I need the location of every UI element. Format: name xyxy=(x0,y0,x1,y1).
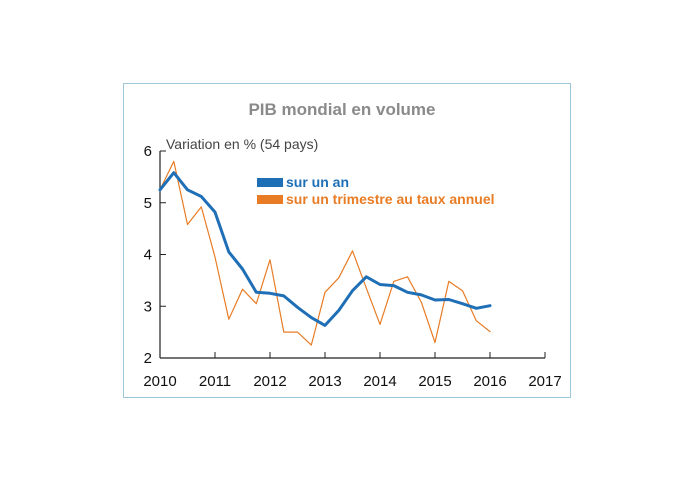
y-tick-label: 4 xyxy=(144,247,152,264)
y-tick-label: 3 xyxy=(144,298,152,315)
legend-swatch xyxy=(257,178,283,187)
x-tick-label: 2011 xyxy=(199,373,231,390)
y-axis-label: Variation en % (54 pays) xyxy=(166,136,318,152)
x-tick-label: 2014 xyxy=(363,373,396,390)
x-tick-label: 2016 xyxy=(473,373,506,390)
series-line-trimestre xyxy=(159,160,491,346)
x-tick-label: 2012 xyxy=(253,373,286,390)
y-tick-label: 2 xyxy=(144,350,152,367)
legend-label: sur un trimestre au taux annuel xyxy=(286,191,495,207)
series-layer xyxy=(158,160,492,346)
x-tick-label: 2010 xyxy=(143,373,176,390)
y-tick-label: 6 xyxy=(144,143,152,160)
legend-label: sur un an xyxy=(286,174,349,190)
x-tick-label: 2013 xyxy=(308,373,341,390)
chart-title: PIB mondial en volume xyxy=(248,100,435,119)
x-tick-label: 2017 xyxy=(528,373,561,390)
y-tick-label: 5 xyxy=(144,195,152,212)
chart-svg: PIB mondial en volume Variation en % (54… xyxy=(143,100,561,390)
axes: 2010 2011 2012 2013 2014 2015 2016 2017 2 3 4 5 6 xyxy=(143,143,561,390)
chart-frame: PIB mondial en volume Variation en % (54… xyxy=(123,83,571,398)
x-tick-label: 2015 xyxy=(418,373,451,390)
series-line-sur-un-an xyxy=(158,171,492,327)
legend-swatch xyxy=(257,195,283,204)
